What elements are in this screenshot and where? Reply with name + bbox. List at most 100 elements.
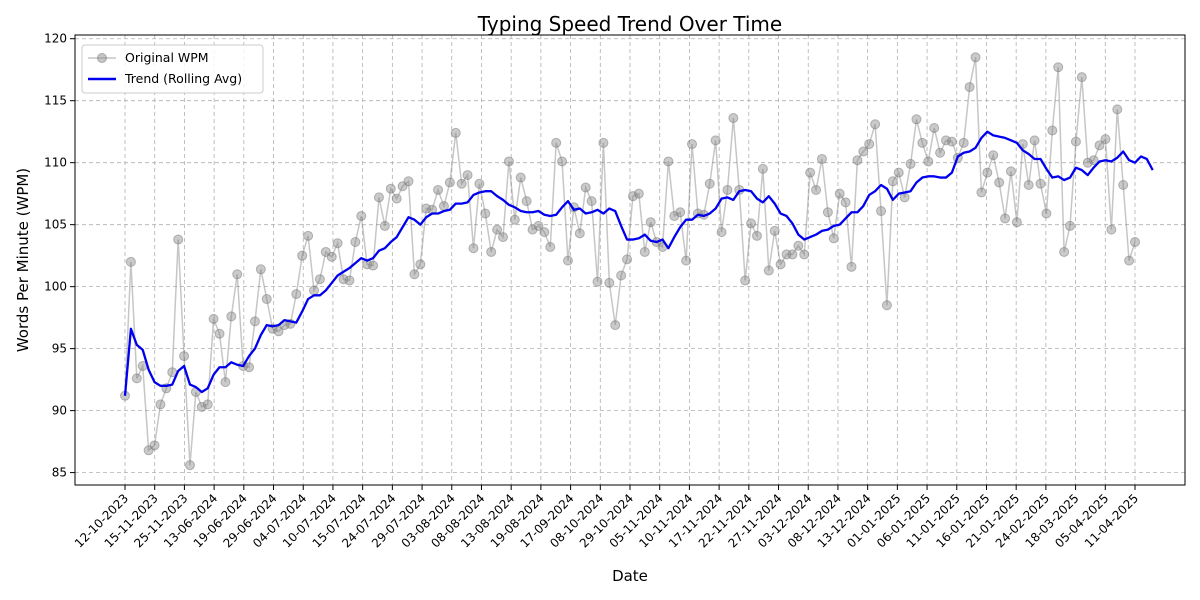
x-axis-title: Date [612,567,648,585]
original-wpm-point [261,294,272,305]
original-wpm-point [828,233,839,244]
original-wpm-point [1094,140,1105,151]
original-wpm-point [409,269,420,280]
original-wpm-point [492,224,503,235]
legend-original-label: Original WPM [125,50,209,65]
original-wpm-point [669,210,680,221]
original-wpm-point [196,401,207,412]
original-wpm-point [988,150,999,161]
original-wpm-point [173,234,184,245]
original-wpm-point [616,270,627,281]
original-wpm-point [976,187,987,198]
original-wpm-point [155,399,166,410]
original-wpm-point [373,192,384,203]
original-wpm-point [314,274,325,285]
original-wpm-point [462,170,473,181]
original-wpm-point [793,240,804,251]
original-wpm-point [1076,72,1087,83]
original-wpm-point [586,196,597,207]
trend-line [123,130,1154,396]
original-wpm-point [562,255,573,266]
legend: Original WPM Trend (Rolling Avg) [81,44,264,94]
original-wpm-point [763,265,774,276]
original-wpm-point [450,127,461,138]
original-wpm-point [338,274,349,285]
original-wpm-point [645,217,656,228]
original-wpm-point [557,156,568,167]
x-axis: 12-10-202315-11-202325-11-202313-06-2024… [72,485,1141,550]
original-wpm-point [149,440,160,451]
original-wpm-point [1059,246,1070,257]
original-wpm-point [1130,237,1140,248]
original-wpm-point [456,178,467,189]
original-wpm-point [232,269,243,280]
original-wpm-point [1035,178,1046,189]
original-wpm-point [663,156,674,167]
original-wpm-point [551,137,562,148]
y-tick-label: 100 [44,280,67,294]
original-wpm-point [326,251,337,262]
y-tick-label: 115 [44,94,67,108]
original-wpm-point [746,218,757,229]
original-wpm-point [923,156,934,167]
y-tick-label: 85 [52,466,67,480]
y-tick-label: 105 [44,218,67,232]
original-wpm-point [214,328,225,339]
original-wpm-point [675,207,686,218]
original-wpm-point [751,230,762,241]
original-wpm-point [822,207,833,218]
original-wpm-point [1053,62,1064,73]
original-wpm-point [935,147,946,158]
original-wpm-point [1070,136,1081,147]
original-wpm-point [852,155,863,166]
original-wpm-point [905,158,916,169]
original-wpm-point [1029,135,1040,146]
original-wpm-point [521,196,532,207]
original-wpm-point [179,351,190,362]
original-wpm-point [273,326,284,337]
original-wpm-point [687,139,698,150]
original-wpm-point [840,197,851,208]
original-wpm-point [887,176,898,187]
original-wpm-point [1118,180,1129,190]
original-wpm-point [533,220,544,231]
original-wpm-point [391,193,402,204]
original-wpm-point [574,228,585,239]
original-wpm-point [385,183,396,194]
original-wpm-point [592,276,603,287]
original-wpm-point [1124,255,1135,266]
original-wpm-point [1011,217,1022,228]
original-wpm-point [350,237,361,248]
original-wpm-point [444,177,455,188]
original-wpm-point [622,254,633,265]
y-tick-label: 110 [44,156,67,170]
original-wpm-point [433,184,444,195]
original-wpm-point [598,137,609,148]
original-wpm-point [757,163,768,174]
original-wpm-point [681,255,692,266]
original-wpm-point [710,135,721,146]
original-wpm-point [379,220,390,231]
y-tick-label: 95 [52,342,67,356]
original-wpm-point [1041,208,1052,219]
y-tick-label: 120 [44,32,67,46]
y-axis-title: Words Per Minute (WPM) [14,168,32,352]
original-wpm-point [610,320,621,331]
original-wpm-point [604,277,615,288]
original-wpm-point [480,208,491,219]
original-wpm-point [515,172,526,183]
original-wpm-point [344,275,355,286]
original-wpm-point [958,137,969,148]
original-wpm-point [704,178,715,189]
original-wpm-point [639,246,650,257]
original-wpm-point [244,362,255,373]
original-wpm-point [633,188,644,199]
original-wpm-point [870,119,881,130]
original-wpm-point [799,249,810,260]
original-wpm-point [255,264,266,275]
original-wpm-point [249,316,260,327]
original-wpm-point [946,136,957,147]
legend-original-marker [97,53,107,63]
original-wpm-point [220,377,231,388]
original-wpm-point [1065,220,1076,231]
